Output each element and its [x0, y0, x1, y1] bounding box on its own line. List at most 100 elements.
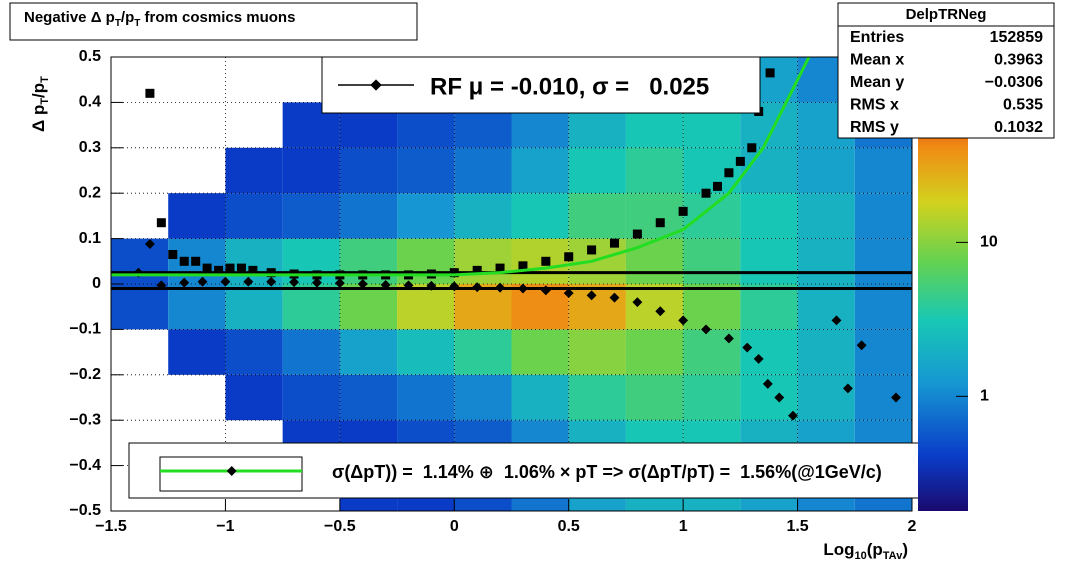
heat-cell: [511, 329, 569, 375]
heat-cell: [454, 374, 512, 421]
diamond-marker: [289, 277, 300, 288]
heat-cell: [625, 147, 684, 194]
heat-cell: [168, 193, 226, 239]
heat-cell: [854, 193, 912, 239]
label-part: Negative Δ p: [24, 9, 115, 26]
heat-cell: [854, 329, 912, 375]
heat-cell: [454, 238, 512, 284]
legend-entry-box: [159, 456, 303, 492]
label-part: /p: [121, 9, 134, 26]
stats-name: Entries: [850, 29, 904, 46]
stats-value: 0.1032: [994, 119, 1043, 136]
heat-cell: [625, 374, 684, 421]
label-part: T: [39, 98, 51, 105]
diamond-marker: [449, 281, 460, 292]
x-tick-label: 1: [679, 518, 688, 535]
label-part: ): [902, 540, 908, 559]
square-marker: [214, 265, 224, 275]
square-marker: [564, 252, 574, 262]
legend-marker: [226, 466, 237, 476]
diamond-marker: [891, 392, 901, 403]
heat-cell: [797, 238, 855, 284]
square-marker: [609, 238, 619, 248]
heat-cell: [225, 238, 283, 284]
diamond-marker: [517, 283, 528, 294]
heat-cell: [225, 147, 283, 194]
heat-cell: [797, 329, 855, 375]
heat-cell: [740, 238, 798, 284]
stats-name: Mean y: [850, 74, 904, 91]
diamond-marker: [723, 333, 734, 344]
square-marker: [225, 263, 235, 273]
x-tick-label: −1: [216, 518, 234, 535]
diamond-marker: [426, 280, 437, 291]
y-tick-label: 0.4: [79, 94, 101, 111]
stats-title: DelpTRNeg: [906, 6, 987, 23]
heat-cell: [683, 193, 741, 239]
heat-cell: [683, 238, 741, 284]
legend-text: σ(ΔpT)) = 1.14% ⊕ 1.06% × pT => σ(ΔpT/pT…: [332, 462, 882, 482]
heat-cell: [683, 329, 741, 375]
heat-cell: [397, 329, 455, 375]
heat-cell: [568, 329, 626, 375]
heat-cell: [282, 329, 340, 375]
stats-box: DelpTRNeg Entries 152859 Mean x 0.3963 Mean …: [837, 2, 1055, 139]
z-tick-label: 10: [980, 234, 998, 251]
diamond-marker: [742, 342, 753, 353]
heat-cell: [454, 284, 512, 330]
square-marker: [678, 206, 688, 216]
diamond-marker: [774, 392, 785, 403]
diamond-marker: [540, 285, 551, 296]
diamond-marker: [586, 290, 597, 301]
heat-cell: [111, 238, 169, 284]
square-marker: [156, 218, 166, 228]
square-marker: [495, 263, 505, 273]
diamond-marker: [179, 277, 190, 288]
square-marker: [587, 245, 597, 255]
square-marker: [541, 256, 551, 266]
square-marker: [449, 268, 459, 278]
axes: −1.5 −1 −0.5 0 0.5 1 1.5 2 −0.5 −0.4 −0.3 −0.2 −0.1 0…: [69, 48, 916, 535]
legend-text: RF μ = -0.010, σ = 0.025: [430, 73, 709, 100]
label-part: from cosmics muons: [140, 9, 295, 26]
stats-name: RMS x: [850, 97, 899, 114]
heat-cell: [339, 147, 398, 194]
diamond-marker: [334, 278, 345, 289]
heat-cell: [225, 329, 283, 375]
legend-top: RF μ = -0.010, σ = 0.025: [321, 56, 761, 114]
x-tick-label: 1.5: [786, 518, 808, 535]
z-tick-label: 1: [980, 388, 989, 405]
heat-cell: [397, 193, 455, 239]
square-marker: [747, 143, 757, 153]
heat-cell: [225, 374, 283, 421]
stats-name: Mean x: [850, 52, 904, 69]
heat-cell: [625, 238, 684, 284]
square-marker: [168, 249, 178, 259]
label-part: T: [134, 18, 140, 29]
square-marker: [266, 268, 276, 278]
heat-cell: [282, 284, 340, 330]
heat-cell: [797, 193, 855, 239]
diamond-marker: [762, 378, 773, 389]
y-tick-label: 0.1: [79, 230, 101, 247]
heat-cell: [111, 284, 169, 330]
square-marker: [202, 263, 212, 273]
diamond-marker: [753, 353, 764, 364]
y-axis-label: Δ pT/pT: [29, 76, 50, 132]
y-tick-label: −0.4: [69, 457, 101, 474]
heat-cell: [339, 374, 398, 421]
heat-cell: [454, 147, 512, 194]
heat-cell: [397, 147, 455, 194]
heat-cell: [454, 329, 512, 375]
diamond-marker: [609, 292, 620, 303]
square-marker: [655, 218, 665, 228]
diamond-marker: [380, 279, 391, 290]
heat-cell: [854, 284, 912, 330]
diamond-marker: [701, 324, 711, 335]
heat-cell: [683, 374, 741, 421]
square-marker: [712, 181, 722, 191]
diamond-marker: [831, 315, 842, 326]
square-marker: [518, 261, 528, 271]
y-tick-label: 0.5: [79, 48, 101, 65]
